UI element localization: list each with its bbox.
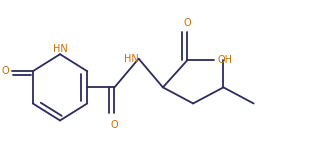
Text: O: O [2,66,10,76]
Text: O: O [111,120,118,130]
Text: HN: HN [53,44,67,54]
Text: O: O [183,18,191,28]
Text: HN: HN [124,54,139,64]
Text: OH: OH [217,55,232,65]
